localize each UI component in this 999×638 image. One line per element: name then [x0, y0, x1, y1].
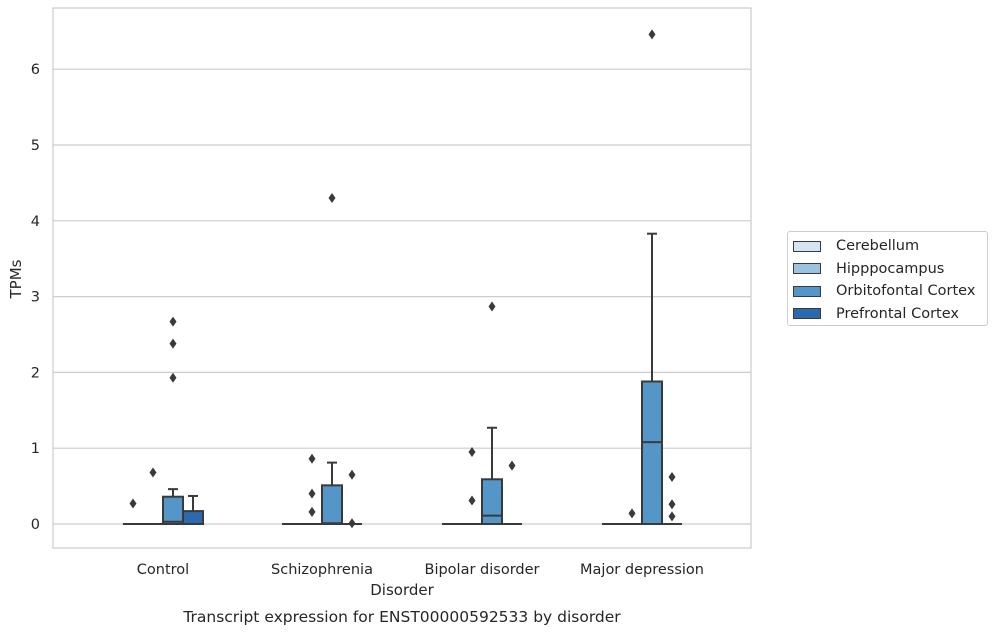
- legend-label: Hipppocampus: [836, 260, 945, 277]
- outlier-point: [169, 316, 177, 327]
- legend-item: Hipppocampus: [788, 258, 987, 281]
- box-marks: [123, 29, 682, 529]
- box-group: [662, 472, 682, 525]
- box-group: [321, 193, 343, 526]
- legend-swatch: [793, 240, 821, 252]
- box-group: [462, 446, 482, 525]
- y-tick-labels: 0 1 2 3 4 5 6: [31, 62, 40, 533]
- y-tick-label: 5: [31, 138, 40, 154]
- outlier-point: [488, 301, 496, 312]
- x-tick-label: Bipolar disorder: [425, 562, 540, 578]
- y-tick-label: 1: [31, 441, 40, 457]
- outlier-point: [508, 460, 516, 471]
- outlier-point: [668, 511, 676, 522]
- plot-area: [52, 7, 752, 549]
- box-group: [302, 453, 322, 525]
- outlier-point: [129, 498, 137, 509]
- outlier-point: [169, 372, 177, 383]
- box-rect: [321, 484, 343, 526]
- x-tick-labels: Control Schizophrenia Bipolar disorder Majo…: [137, 562, 704, 578]
- x-tick-label: Schizophrenia: [271, 562, 373, 578]
- legend-swatch: [793, 285, 821, 297]
- outlier-point: [468, 495, 476, 506]
- y-tick-label: 2: [31, 365, 40, 381]
- x-tick-label: Control: [137, 562, 189, 578]
- outlier-point: [328, 193, 336, 204]
- outlier-point: [308, 488, 316, 499]
- legend-swatch: [793, 308, 821, 320]
- box-rect: [481, 478, 503, 526]
- legend-label: Prefrontal Cortex: [836, 305, 959, 322]
- outlier-point: [308, 453, 316, 464]
- legend-item: Prefrontal Cortex: [788, 303, 987, 326]
- outlier-point: [668, 499, 676, 510]
- y-tick-label: 4: [31, 214, 40, 230]
- box-group: [481, 301, 503, 526]
- y-tick-label: 3: [31, 290, 40, 306]
- box-rect: [162, 495, 184, 526]
- y-tick-label: 0: [31, 517, 40, 533]
- x-tick-label: Major depression: [580, 562, 704, 578]
- legend-item: Orbitofontal Cortex: [788, 280, 987, 303]
- outlier-point: [648, 29, 656, 40]
- legend-item: Cerebellum: [788, 235, 987, 258]
- legend-label: Orbitofontal Cortex: [836, 283, 976, 300]
- chart-title: Transcript expression for ENST0000059253…: [182, 608, 621, 626]
- outlier-point: [308, 506, 316, 517]
- box-group: [641, 29, 663, 525]
- x-axis-label: Disorder: [370, 581, 434, 599]
- box-group: [143, 467, 163, 525]
- outlier-point: [468, 446, 476, 457]
- y-tick-label: 6: [31, 62, 40, 78]
- box-group: [182, 494, 204, 526]
- legend: Cerebellum Hipppocampus Orbitofontal Corte…: [787, 231, 988, 326]
- box-group: [502, 460, 522, 525]
- y-axis-label: TPMs: [7, 259, 25, 299]
- outlier-point: [668, 472, 676, 483]
- box-rect: [182, 510, 204, 526]
- box-rect: [641, 380, 663, 525]
- legend-swatch: [793, 263, 821, 275]
- box-group: [622, 508, 642, 525]
- outlier-point: [348, 469, 356, 480]
- legend-label: Cerebellum: [836, 238, 920, 255]
- outlier-point: [149, 467, 157, 478]
- box-group: [123, 498, 143, 525]
- outlier-point: [348, 518, 356, 529]
- outlier-point: [628, 508, 636, 519]
- outlier-point: [169, 338, 177, 349]
- box-group: [342, 469, 362, 529]
